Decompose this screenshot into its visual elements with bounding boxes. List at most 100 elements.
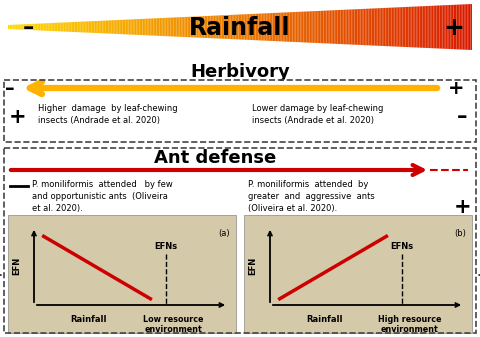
Polygon shape <box>279 13 280 41</box>
Polygon shape <box>468 4 469 50</box>
Polygon shape <box>364 9 365 45</box>
Polygon shape <box>337 10 339 44</box>
Polygon shape <box>50 23 51 31</box>
Polygon shape <box>351 9 353 44</box>
Polygon shape <box>26 24 28 30</box>
Polygon shape <box>319 11 321 43</box>
Polygon shape <box>143 19 144 35</box>
Polygon shape <box>435 6 436 49</box>
Polygon shape <box>358 9 359 45</box>
Polygon shape <box>365 9 367 45</box>
Polygon shape <box>70 22 72 32</box>
Polygon shape <box>245 14 246 40</box>
Polygon shape <box>384 8 385 46</box>
Polygon shape <box>197 17 198 38</box>
Polygon shape <box>340 10 342 44</box>
Polygon shape <box>214 16 215 38</box>
Polygon shape <box>74 22 76 32</box>
Polygon shape <box>466 4 468 50</box>
Text: (b): (b) <box>454 229 466 238</box>
Polygon shape <box>183 17 184 37</box>
Polygon shape <box>335 10 336 44</box>
Polygon shape <box>120 20 121 34</box>
Polygon shape <box>392 7 393 47</box>
Polygon shape <box>277 13 279 41</box>
Polygon shape <box>184 17 186 37</box>
Polygon shape <box>359 9 360 45</box>
Text: Rainfall: Rainfall <box>306 315 343 324</box>
Polygon shape <box>433 6 435 48</box>
Polygon shape <box>65 22 67 32</box>
Polygon shape <box>455 5 456 49</box>
Polygon shape <box>378 8 379 46</box>
Polygon shape <box>268 13 269 41</box>
Polygon shape <box>79 22 81 32</box>
Polygon shape <box>289 12 291 42</box>
Polygon shape <box>130 20 132 35</box>
Polygon shape <box>464 4 466 50</box>
Polygon shape <box>136 19 138 35</box>
Polygon shape <box>82 22 84 32</box>
Text: P. moniliformis  attended   by few
and opportunistic ants  (Oliveira
et al. 2020: P. moniliformis attended by few and oppo… <box>32 180 173 213</box>
Polygon shape <box>246 14 248 40</box>
Polygon shape <box>112 20 113 34</box>
Polygon shape <box>223 15 225 39</box>
Polygon shape <box>36 24 37 30</box>
Polygon shape <box>218 16 220 39</box>
Text: Rainfall: Rainfall <box>189 16 291 40</box>
Polygon shape <box>169 18 170 36</box>
Polygon shape <box>305 11 307 42</box>
Polygon shape <box>87 21 88 33</box>
Polygon shape <box>127 20 129 34</box>
Polygon shape <box>172 18 173 36</box>
Polygon shape <box>401 7 402 47</box>
Polygon shape <box>374 8 376 45</box>
Polygon shape <box>166 18 168 36</box>
Polygon shape <box>204 16 206 38</box>
Polygon shape <box>99 21 101 33</box>
Polygon shape <box>14 25 16 29</box>
Polygon shape <box>116 20 118 34</box>
Polygon shape <box>217 16 218 38</box>
Polygon shape <box>410 7 412 47</box>
Polygon shape <box>154 18 155 36</box>
Polygon shape <box>93 21 95 33</box>
Polygon shape <box>356 9 358 45</box>
Polygon shape <box>376 8 378 46</box>
Polygon shape <box>254 14 255 40</box>
Polygon shape <box>387 8 388 46</box>
Polygon shape <box>178 17 180 37</box>
Polygon shape <box>67 22 68 32</box>
Polygon shape <box>45 23 47 31</box>
Polygon shape <box>373 8 374 45</box>
Polygon shape <box>168 18 169 36</box>
Polygon shape <box>303 11 305 42</box>
Polygon shape <box>252 14 254 40</box>
Polygon shape <box>412 7 413 47</box>
Polygon shape <box>85 22 87 33</box>
Polygon shape <box>229 15 231 39</box>
Polygon shape <box>193 17 195 37</box>
Polygon shape <box>276 13 277 41</box>
Text: Ant defense: Ant defense <box>154 149 276 167</box>
Polygon shape <box>293 12 294 42</box>
Polygon shape <box>198 16 200 38</box>
Polygon shape <box>152 19 154 36</box>
Polygon shape <box>382 8 384 46</box>
Polygon shape <box>207 16 209 38</box>
Polygon shape <box>463 4 464 50</box>
Polygon shape <box>47 23 48 31</box>
Polygon shape <box>54 23 56 31</box>
Polygon shape <box>56 23 58 31</box>
Polygon shape <box>163 18 164 36</box>
Text: EFNs: EFNs <box>155 242 178 251</box>
Polygon shape <box>98 21 99 33</box>
Polygon shape <box>147 19 149 35</box>
Polygon shape <box>441 5 443 49</box>
Polygon shape <box>113 20 115 34</box>
Polygon shape <box>429 6 430 48</box>
Polygon shape <box>225 15 226 39</box>
Polygon shape <box>192 17 193 37</box>
Polygon shape <box>186 17 187 37</box>
Polygon shape <box>265 13 266 41</box>
